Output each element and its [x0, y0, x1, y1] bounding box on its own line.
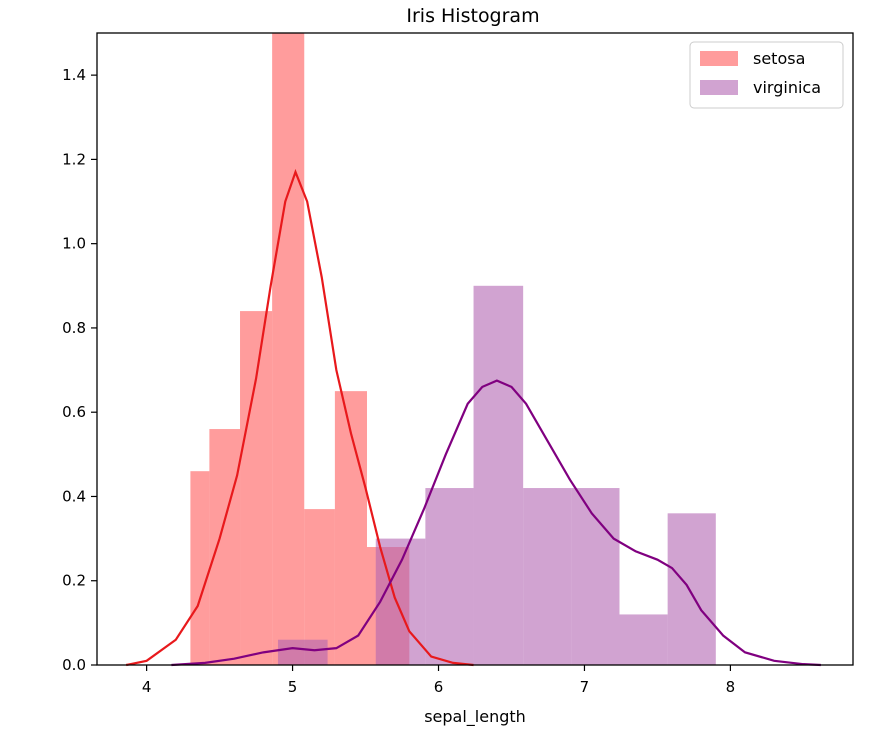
histogram-bar-virginica-0 [277, 639, 328, 665]
histogram-bar-setosa-1 [209, 429, 241, 665]
plot-area [125, 33, 821, 667]
x-tick-label: 5 [288, 678, 298, 696]
kde-line-setosa [125, 168, 474, 667]
legend-swatch-virginica [700, 80, 738, 95]
y-axis: 0.0 0.2 0.4 0.6 0.8 1.0 1.2 1.4 [62, 66, 97, 674]
y-tick-label: 1.4 [62, 66, 86, 84]
chart-title: Iris Histogram [406, 5, 539, 27]
legend-label-setosa: setosa [753, 49, 805, 68]
x-axis-label: sepal_length [424, 707, 526, 727]
x-tick-label: 8 [726, 678, 736, 696]
histogram-bar-setosa-4 [304, 509, 335, 665]
x-tick-label: 4 [142, 678, 152, 696]
histogram-bar-setosa-0 [190, 471, 210, 665]
y-tick-label: 1.0 [62, 235, 86, 253]
y-tick-label: 0.0 [62, 656, 86, 674]
y-tick-label: 0.8 [62, 319, 86, 337]
histogram-bar-setosa-2 [240, 311, 273, 665]
x-tick-label: 6 [434, 678, 444, 696]
histogram-bar-virginica-5 [571, 488, 620, 665]
x-axis: 4 5 6 7 8 [142, 665, 735, 696]
plot-frame [96, 32, 854, 666]
legend-label-virginica: virginica [753, 78, 821, 97]
histogram-bar-virginica-4 [523, 488, 572, 665]
x-tick-label: 7 [580, 678, 590, 696]
legend: setosa virginica [689, 41, 844, 109]
histogram-bar-setosa-3 [272, 33, 305, 665]
y-tick-label: 1.2 [62, 150, 86, 168]
histogram-bar-virginica-3 [473, 285, 524, 665]
y-tick-label: 0.4 [62, 487, 86, 505]
y-tick-label: 0.6 [62, 403, 86, 421]
y-tick-label: 0.2 [62, 572, 86, 590]
legend-swatch-setosa [700, 51, 738, 66]
histogram-bar-virginica-2 [425, 488, 474, 665]
histogram-bar-virginica-7 [667, 513, 716, 665]
histogram-bar-virginica-6 [619, 614, 668, 665]
kde-line-virginica [171, 379, 821, 667]
